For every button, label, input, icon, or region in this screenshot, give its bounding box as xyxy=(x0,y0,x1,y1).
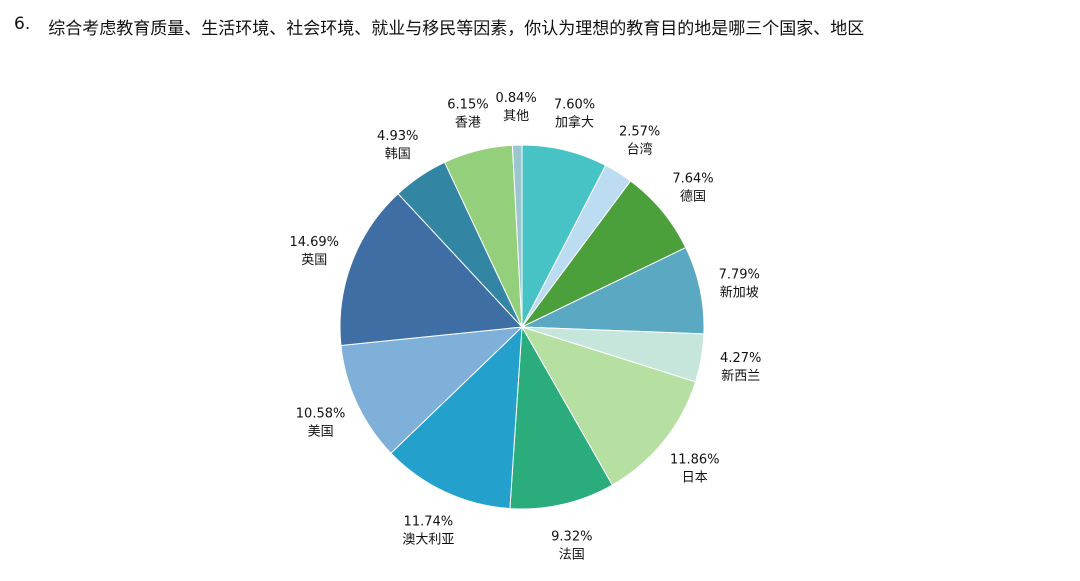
pie-slices xyxy=(339,144,705,510)
slice-value-label: 11.86% xyxy=(670,452,720,467)
pie-slice-5 xyxy=(520,326,697,486)
slice-category-label: 新加坡 xyxy=(720,284,759,300)
question-number: 6. xyxy=(14,14,31,34)
slice-category-label: 日本 xyxy=(682,470,708,485)
slice-category-label: 香港 xyxy=(455,116,481,131)
slice-category-label: 美国 xyxy=(308,424,334,439)
pie-slice-7 xyxy=(390,325,523,510)
pie-slice-6 xyxy=(509,325,613,510)
slice-value-label: 7.64% xyxy=(672,171,713,186)
slice-value-label: 4.93% xyxy=(377,129,418,144)
slice-value-label: 6.15% xyxy=(447,98,488,113)
slice-value-label: 2.57% xyxy=(619,125,660,140)
slice-category-label: 澳大利亚 xyxy=(402,531,454,547)
slice-category-label: 台湾 xyxy=(627,142,653,158)
slice-category-label: 德国 xyxy=(680,189,706,204)
slice-category-label: 英国 xyxy=(301,253,327,268)
slice-category-label: 加拿大 xyxy=(555,114,594,130)
slice-value-label: 7.79% xyxy=(719,267,760,282)
slice-category-label: 新西兰 xyxy=(721,368,760,384)
question-header: 6. 综合考虑教育质量、生活环境、社会环境、就业与移民等因素，你认为理想的教育目… xyxy=(14,14,864,39)
slice-category-label: 韩国 xyxy=(385,147,411,162)
slice-value-label: 7.60% xyxy=(554,97,595,112)
question-text: 综合考虑教育质量、生活环境、社会环境、就业与移民等因素，你认为理想的教育目的地是… xyxy=(48,19,865,39)
slice-value-label: 4.27% xyxy=(720,351,761,366)
slice-category-label: 其他 xyxy=(503,109,529,124)
slice-category-label: 法国 xyxy=(559,547,585,562)
slice-value-label: 14.69% xyxy=(289,235,339,250)
slice-value-label: 9.32% xyxy=(551,529,592,544)
pie-slice-9 xyxy=(339,193,524,346)
slice-value-label: 0.84% xyxy=(495,91,536,106)
pie-labels: 7.60% 加拿大 2.57% 台湾 7.64% 德国 7.79% 新加坡 4.27% 新西兰 11… xyxy=(289,91,761,562)
slice-value-label: 10.58% xyxy=(296,406,346,421)
pie-slice-12 xyxy=(511,144,523,328)
pie-slice-8 xyxy=(340,326,524,454)
slice-value-label: 11.74% xyxy=(404,514,454,529)
